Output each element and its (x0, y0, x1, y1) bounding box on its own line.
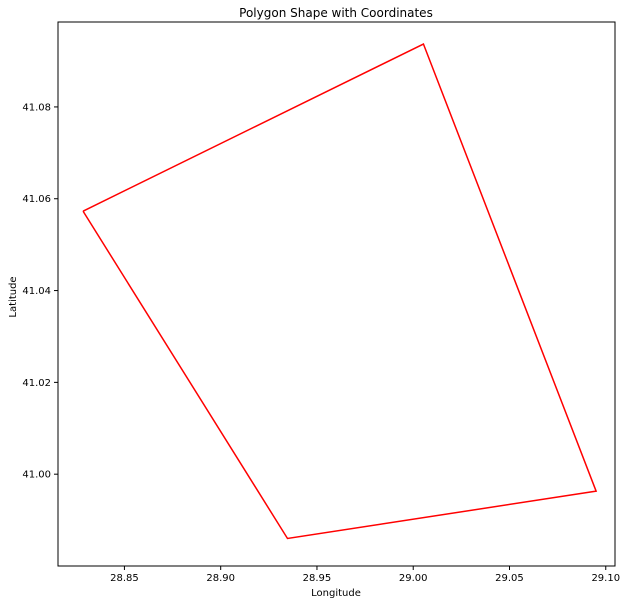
plot-background (58, 22, 615, 566)
x-tick-label: 28.95 (303, 573, 332, 584)
y-tick-label: 41.04 (22, 286, 51, 297)
plot-area (58, 22, 615, 566)
x-tick-label: 29.00 (399, 573, 428, 584)
x-tick-label: 28.85 (110, 573, 139, 584)
y-tick-label: 41.06 (22, 194, 51, 205)
x-tick-label: 28.90 (206, 573, 235, 584)
x-tick-label: 29.05 (495, 573, 524, 584)
x-tick-label: 29.10 (591, 573, 620, 584)
y-tick-label: 41.00 (22, 470, 51, 481)
chart-title: Polygon Shape with Coordinates (239, 6, 433, 20)
y-tick-label: 41.08 (22, 102, 51, 113)
y-tick-label: 41.02 (22, 378, 51, 389)
x-axis-label: Longitude (311, 588, 361, 599)
y-axis-label: Latitude (8, 276, 19, 317)
